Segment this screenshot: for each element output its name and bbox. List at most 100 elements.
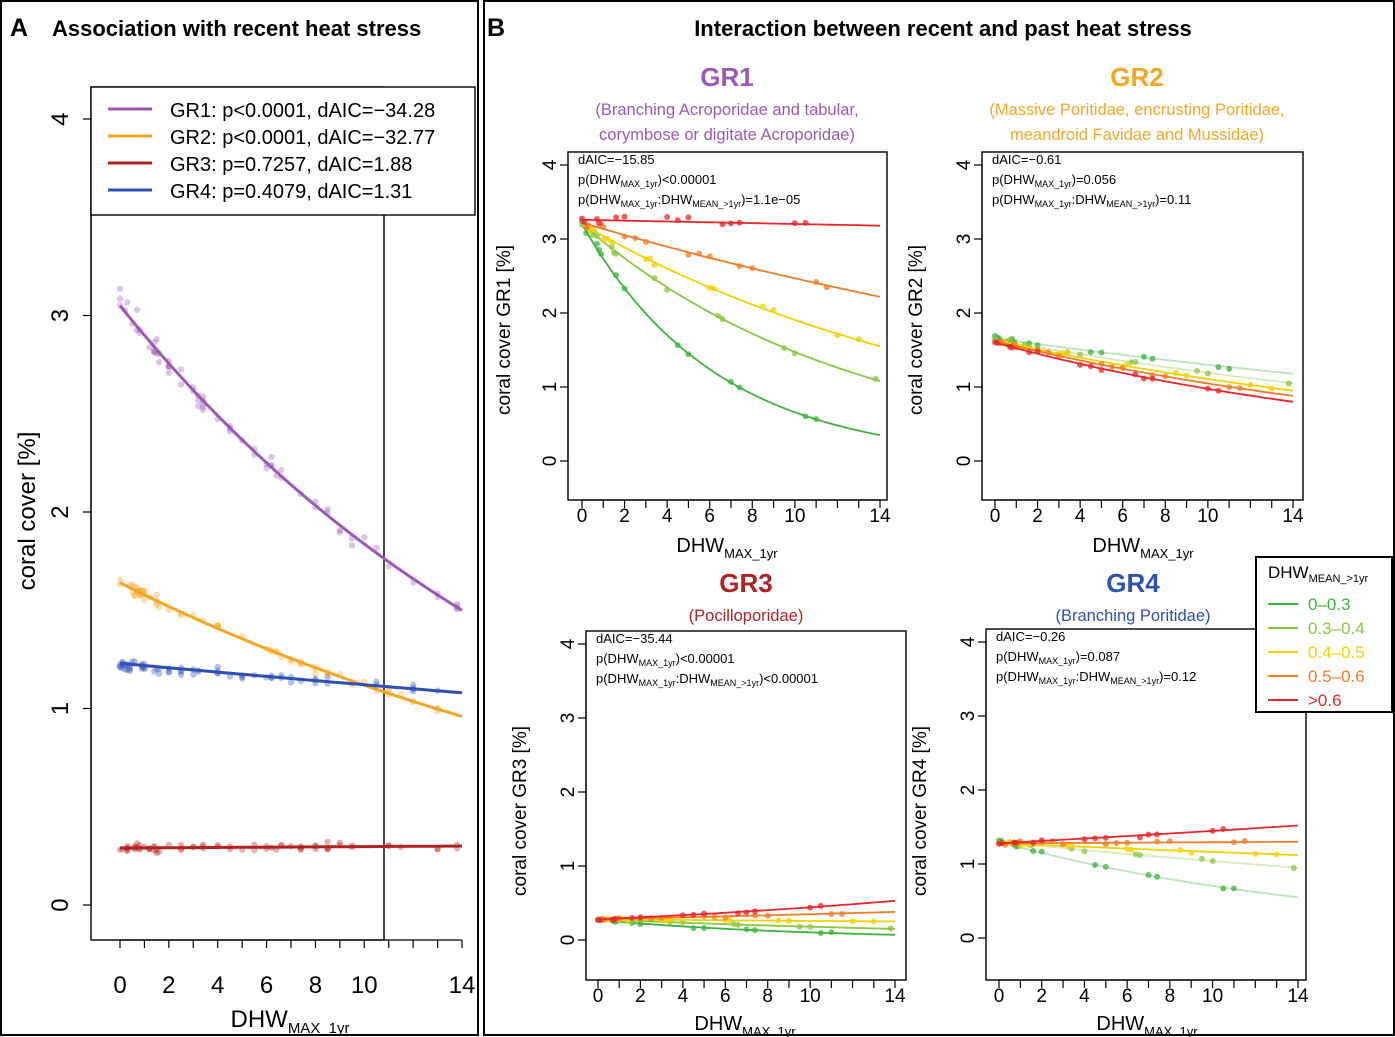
data-point [1209,857,1216,864]
x-axis-title-sub: MAX_1yr [1140,546,1194,561]
data-point [1087,349,1094,356]
data-point [124,299,131,306]
data-point [194,403,202,410]
x-tick-label: 6 [704,506,715,527]
legend-panel-a: GR1: p<0.0001, dAIC=−34.28 GR2: p<0.0001,… [90,86,476,216]
data-point [1034,342,1041,349]
x-tick-label: 0 [577,506,588,527]
chart-subtitle: (Branching Acroporidae and tabular, [595,101,858,119]
data-point [1038,848,1045,855]
legend-title: DHWMEAN_>1yr [1268,563,1369,585]
x-axis-title: DHWMAX_1yr [676,535,778,561]
chart-subtitle: (Branching Poritidae) [1056,607,1211,625]
data-point [131,591,138,599]
annotation-p-main: p(DHWMAX_1yr)<0.00001 [578,172,717,189]
series->0.6 [992,339,1294,403]
y-axis-title: coral cover GR2 [%] [906,245,927,415]
chart-gr4: 0 1 2 3 4 0 2 4 6 8 10 14 coral cover GR4 [%] DHWMAX_… [910,568,1309,1037]
annotation-daic: dAIC=−0.26 [996,629,1065,644]
data-point [116,663,124,670]
series-0.4–0.5 [598,915,896,925]
data-point [1145,871,1152,878]
data-point [126,665,133,673]
data-point [153,336,160,343]
data-point [263,465,270,472]
x-axis-title: DHWMAX_1yr [230,1006,349,1037]
data-point [153,849,160,857]
x-tick-label: 2 [619,506,630,527]
data-point [1241,837,1248,844]
x-tick-label: 10 [1202,986,1223,1007]
fit-line [994,337,1294,375]
x-tick-label: 4 [678,986,689,1007]
fit-line [597,911,896,921]
x-tick-label: 4 [1079,986,1090,1007]
legend-label: 0.4–0.5 [1308,643,1365,662]
x-tick-label: 6 [1122,986,1133,1007]
data-point [1102,863,1109,870]
panel-a-title: Association with recent heat stress [52,16,421,41]
legend-label: 0.3–0.4 [1308,619,1365,638]
fit-line [118,304,463,612]
fit-line [994,340,1294,397]
data-point [133,306,141,313]
panel-b-letter: B [487,14,505,42]
fit-line [597,899,896,921]
x-tick-label: 14 [869,506,891,527]
chart-title: GR4 [1106,568,1160,598]
data-point [1132,358,1139,365]
data-point [1006,337,1013,344]
data-point [116,576,124,583]
x-tick-label: 0 [113,972,126,999]
annotation-daic: dAIC=−35.44 [596,631,673,646]
data-point [278,466,285,474]
data-point [685,214,692,221]
legend-box [1255,556,1393,713]
y-axis-title: coral cover [%] [14,432,41,591]
y-tick-label: 2 [954,308,975,319]
data-point [336,839,344,846]
x-axis-title-main: DHW [694,1013,742,1035]
series-0.4–0.5 [581,223,881,348]
data-point [214,663,221,671]
data-point [336,529,344,536]
data-point [116,285,124,293]
x-tick-label: 4 [1075,506,1086,527]
fit-line [581,223,881,382]
legend-items: 0–0.3 0.3–0.4 0.4–0.5 0.5–0.6 >0.6 [1268,595,1365,710]
x-tick-label: 10 [800,986,821,1007]
y-tick-label: 1 [540,382,561,393]
data-point [287,679,295,686]
legend-label: GR2: p<0.0001, dAIC=−32.77 [170,127,435,149]
fit-line [998,842,1299,856]
y-axis-title: coral cover GR4 [%] [910,726,931,896]
fit-line [119,661,463,695]
data-point [1215,364,1222,371]
y-axis-title: coral cover GR1 [%] [494,245,515,415]
y-tick-label: 4 [958,636,979,647]
x-axis-title-main: DHW [676,535,724,557]
data-point [1226,365,1233,372]
data-point [153,591,160,598]
data-point [1220,885,1227,892]
series->0.6 [996,824,1299,847]
y-tick-label: 1 [954,382,975,393]
series-0–0.3 [579,218,881,436]
y-tick-label: 3 [47,309,74,322]
annotation-p-interaction: p(DHWMAX_1yr:DHWMEAN_>1yr)=0.12 [996,669,1196,686]
x-tick-label: 14 [449,972,476,999]
legend-box [90,86,476,216]
panel-a-border [0,0,479,1036]
fit-line [994,338,1294,385]
data-point [238,675,246,682]
annotation-p-interaction: p(DHWMAX_1yr:DHWMEAN_>1yr)=0.11 [992,192,1191,209]
panel-b-title: Interaction between recent and past heat… [694,16,1192,41]
y-tick-label: 3 [558,713,579,724]
fit-line [581,223,881,348]
y-tick-label: 4 [558,638,579,649]
x-tick-label: 6 [260,972,273,999]
x-axis-title: DHWMAX_1yr [1096,1013,1198,1037]
chart-subtitle: (Massive Poritidae, encrusting Poritidae… [989,101,1284,119]
legend-label: 0.5–0.6 [1308,667,1365,686]
